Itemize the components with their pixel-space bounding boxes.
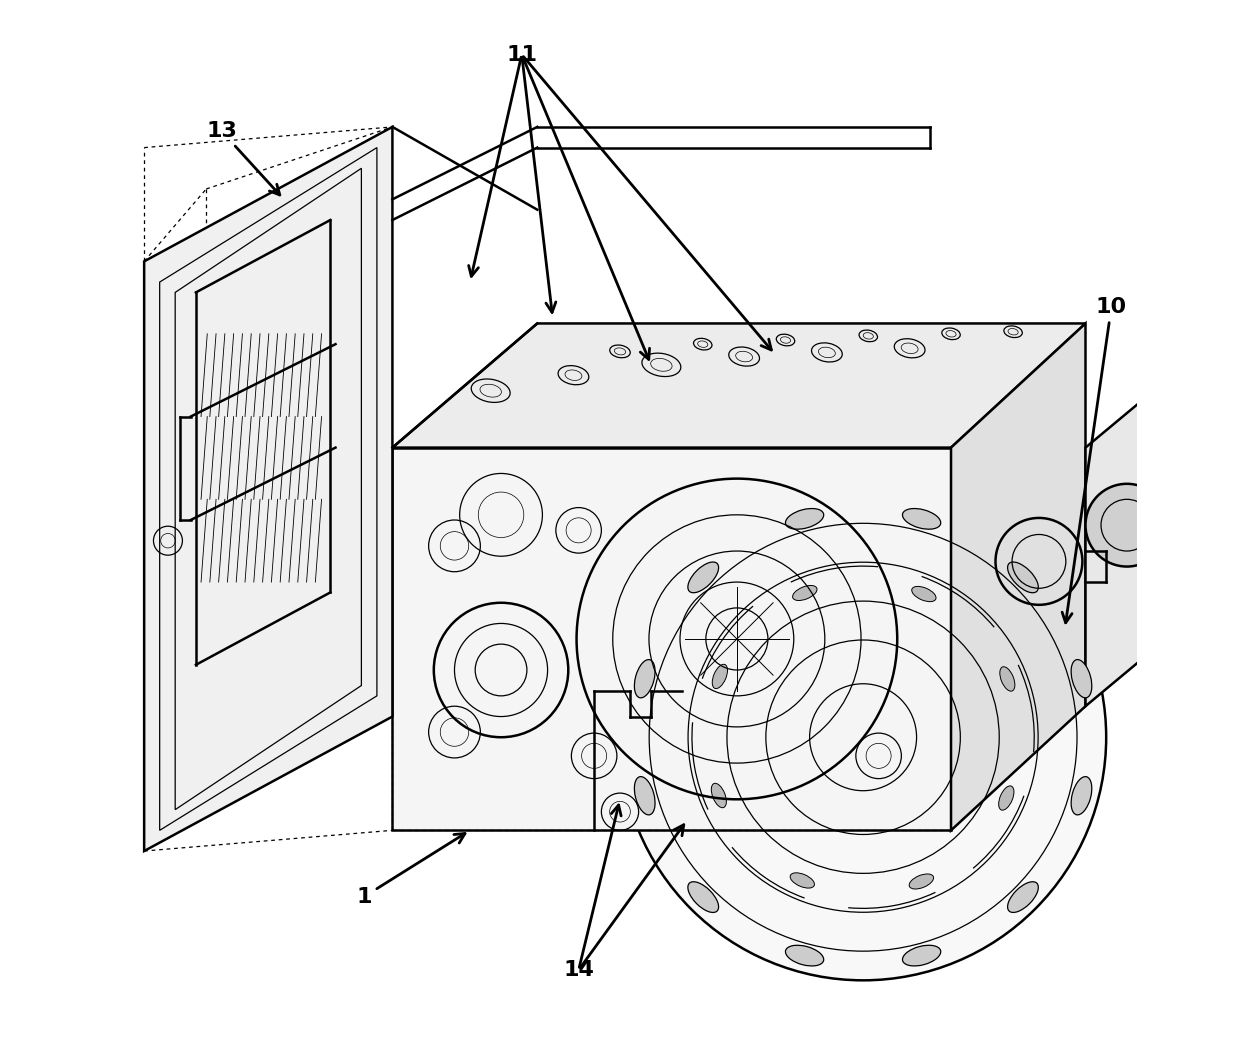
Polygon shape [392,447,951,830]
Ellipse shape [635,659,655,698]
Polygon shape [951,323,1085,830]
Ellipse shape [688,562,719,593]
Ellipse shape [1071,777,1091,815]
Polygon shape [1085,396,1147,706]
Ellipse shape [911,587,936,602]
Ellipse shape [999,667,1014,692]
Ellipse shape [688,882,719,912]
Ellipse shape [635,777,655,815]
Ellipse shape [909,874,934,889]
Polygon shape [392,323,1085,447]
Circle shape [620,494,1106,981]
Ellipse shape [1008,882,1038,912]
Text: 13: 13 [206,122,280,194]
Circle shape [1085,484,1168,567]
Ellipse shape [998,786,1014,810]
Text: 14: 14 [563,960,594,980]
Ellipse shape [1071,659,1091,698]
Polygon shape [144,127,392,851]
Ellipse shape [785,945,823,966]
Ellipse shape [712,783,727,808]
Ellipse shape [790,873,815,888]
Ellipse shape [792,586,817,600]
Ellipse shape [903,945,941,966]
Ellipse shape [785,509,823,529]
Text: 10: 10 [1063,297,1127,623]
Text: 1: 1 [356,833,465,907]
Ellipse shape [903,509,941,529]
Text: 11: 11 [506,45,537,64]
Ellipse shape [1008,562,1038,593]
Ellipse shape [712,665,728,688]
